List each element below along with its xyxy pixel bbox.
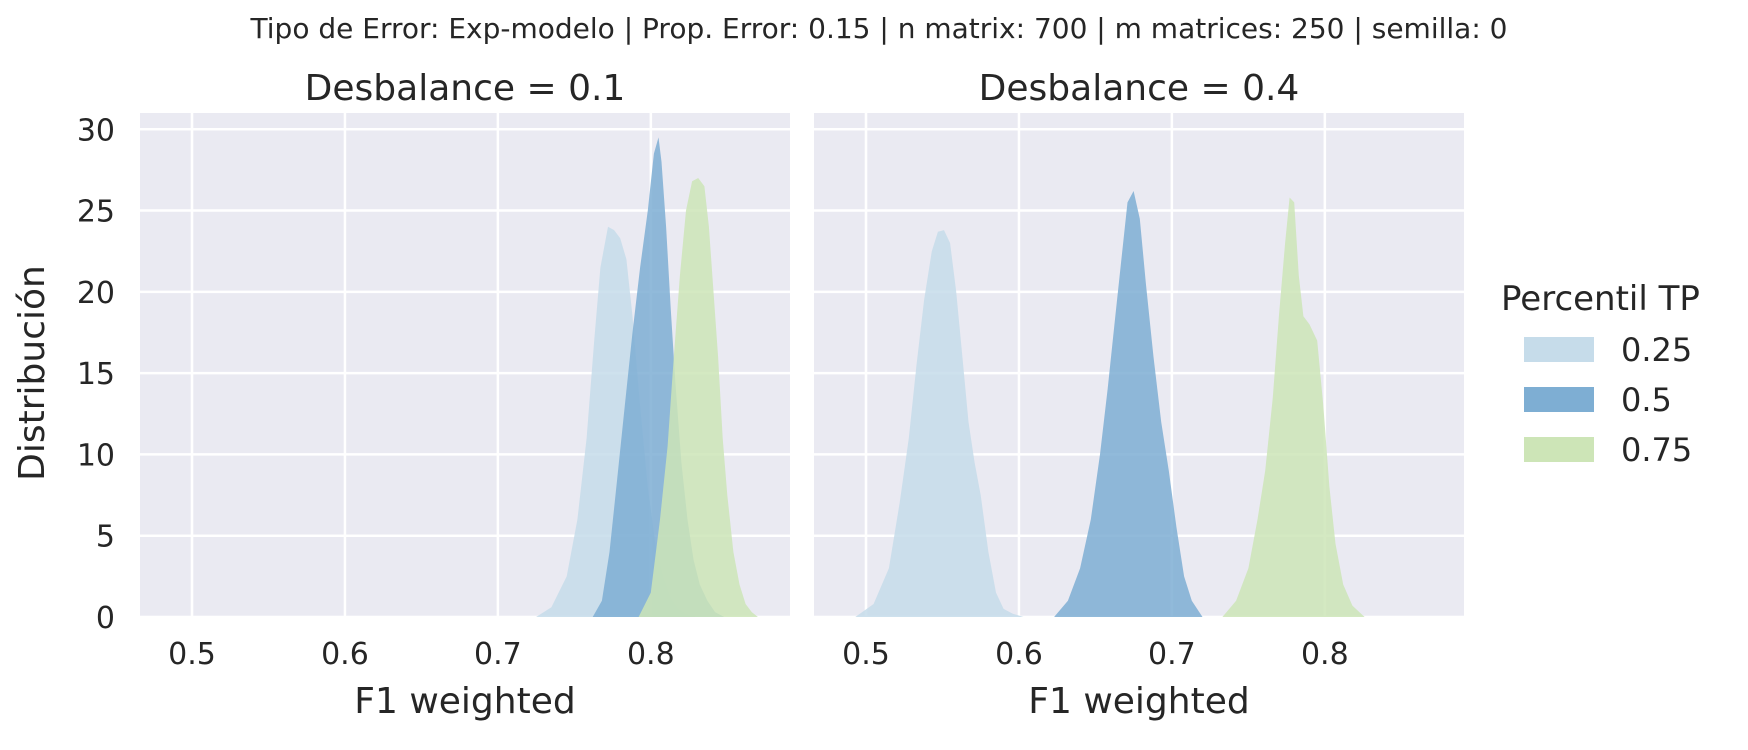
density-area-0.25 [536,226,697,618]
legend-entry-0.25: 0.25 [1524,331,1692,369]
legend-swatch-0.5 [1524,387,1594,412]
density-area-0.25 [855,230,1024,617]
panel-desbalance-0.4: 0.5 0.6 0.7 0.8 Desbalance = 0.4 F1 weighted [814,68,1464,722]
y-tick-label: 25 [77,195,115,230]
legend-label-0.25: 0.25 [1621,331,1692,369]
y-axis-label: Distribución [12,265,53,481]
x-tick-label: 0.6 [995,637,1043,672]
y-tick-label: 30 [77,113,115,148]
x-tick-label: 0.5 [842,637,890,672]
x-tick-label: 0.6 [321,637,369,672]
x-tick-label: 0.8 [1301,637,1349,672]
legend-swatch-0.25 [1524,337,1594,362]
x-axis-label: F1 weighted [354,681,575,722]
legend-entry-0.5: 0.5 [1524,381,1672,419]
y-tick-label: 0 [96,601,115,636]
legend: Percentil TP 0.25 0.5 0.75 [1501,279,1700,469]
y-tick-label: 10 [77,438,115,473]
suptitle: Tipo de Error: Exp-modelo | Prop. Error:… [250,12,1508,45]
x-tick-label: 0.7 [474,637,522,672]
legend-label-0.75: 0.75 [1621,431,1692,469]
legend-label-0.5: 0.5 [1621,381,1672,419]
x-tick-label: 0.5 [168,637,216,672]
density-area-0.5 [1054,191,1203,617]
y-tick-label: 20 [77,276,115,311]
legend-title: Percentil TP [1501,279,1700,319]
x-tick-label: 0.8 [627,637,675,672]
density-area-0.5 [592,137,725,617]
x-tick-label: 0.7 [1148,637,1196,672]
density-area-0.75 [638,178,758,617]
density-area-0.75 [1222,197,1365,617]
panel-desbalance-0.1: 0.5 0.6 0.7 0.8 0 5 10 15 20 25 30 Desbalance = 0.1… [77,68,790,722]
legend-swatch-0.75 [1524,437,1594,462]
panel-title: Desbalance = 0.1 [305,68,626,109]
x-axis-label: F1 weighted [1028,681,1249,722]
y-tick-label: 5 [96,520,115,555]
y-tick-label: 15 [77,357,115,392]
panel-title: Desbalance = 0.4 [979,68,1300,109]
legend-entry-0.75: 0.75 [1524,431,1692,469]
